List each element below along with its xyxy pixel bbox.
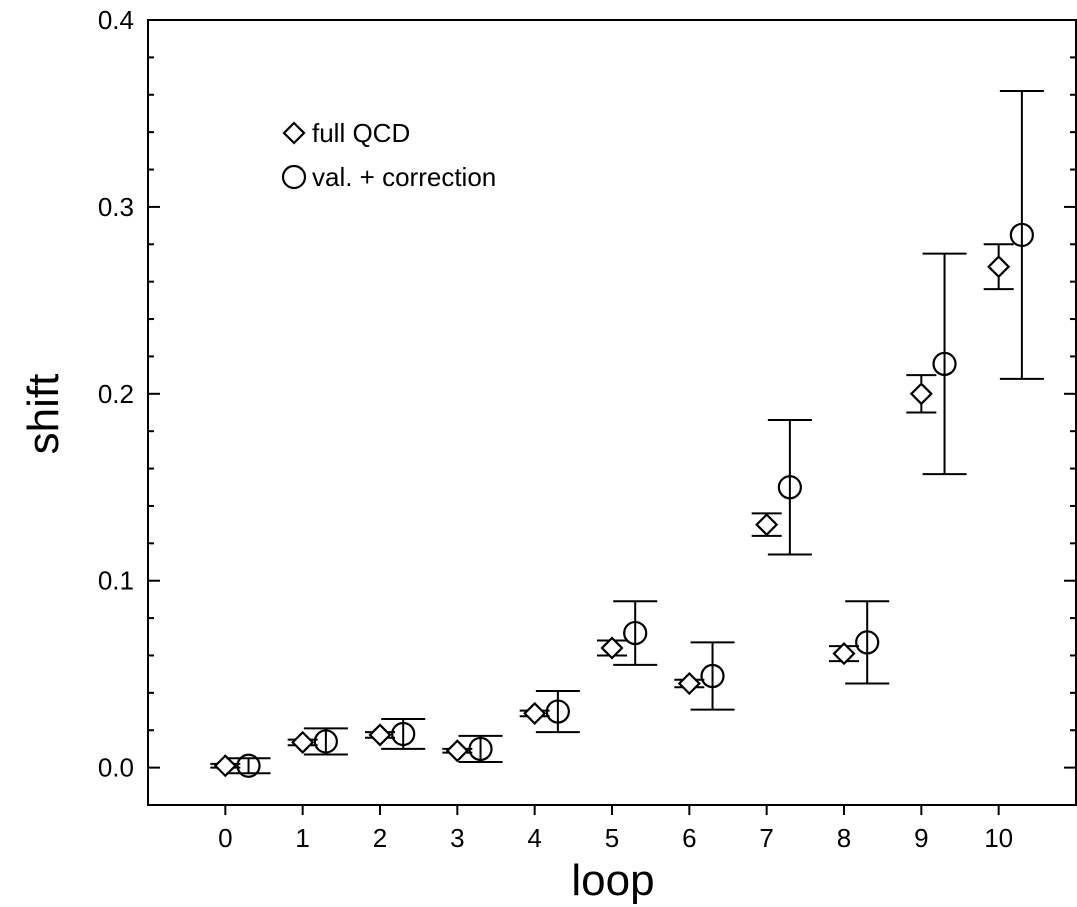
x-tick-label: 2 — [373, 823, 387, 853]
data-point-circle — [1009, 222, 1034, 248]
x-axis-title: loop — [571, 856, 654, 905]
x-tick-label: 10 — [984, 823, 1013, 853]
data-point-diamond — [677, 671, 701, 696]
x-tick-label: 9 — [914, 823, 928, 853]
data-point-circle — [313, 729, 338, 754]
y-tick-label: 0.4 — [98, 5, 134, 35]
data-point-circle — [777, 475, 802, 500]
y-tick-label: 0.2 — [98, 379, 134, 409]
data-point-circle — [468, 736, 493, 762]
legend-label-full-qcd: full QCD — [312, 118, 410, 148]
x-tick-label: 0 — [218, 823, 232, 853]
data-point-diamond — [987, 255, 1011, 279]
legend-marker-val-correction — [281, 164, 307, 190]
x-tick-label: 6 — [682, 823, 696, 853]
legend-marker-full-qcd — [282, 121, 306, 145]
y-axis-title: shift — [19, 374, 68, 455]
data-point-diamond — [291, 730, 315, 754]
data-point-diamond — [523, 701, 547, 725]
data-point-circle — [545, 699, 570, 724]
series-val-correction — [226, 90, 1044, 778]
legend-label-val-correction: val. + correction — [312, 162, 496, 192]
x-tick-label: 8 — [837, 823, 851, 853]
data-point-diamond — [909, 382, 933, 406]
x-tick-label: 5 — [605, 823, 619, 853]
data-point-circle — [623, 620, 648, 646]
data-point-diamond — [213, 754, 237, 778]
x-tick-label: 4 — [527, 823, 541, 853]
data-point-diamond — [832, 642, 856, 666]
series-full-qcd — [210, 243, 1014, 778]
y-tick-label: 0.0 — [98, 753, 134, 783]
data-point-circle — [932, 351, 957, 377]
x-tick-label: 1 — [295, 823, 309, 853]
data-point-diamond — [368, 723, 392, 747]
y-tick-label: 0.1 — [98, 566, 134, 596]
x-tick-label: 3 — [450, 823, 464, 853]
data-point-circle — [236, 753, 261, 778]
data-point-diamond — [445, 739, 469, 763]
y-tick-label: 0.3 — [98, 192, 134, 222]
data-point-circle — [855, 630, 880, 655]
x-tick-label: 7 — [759, 823, 773, 853]
data-point-circle — [391, 721, 416, 747]
data-point-diamond — [755, 513, 779, 537]
data-point-circle — [700, 663, 725, 689]
data-point-diamond — [600, 636, 624, 660]
